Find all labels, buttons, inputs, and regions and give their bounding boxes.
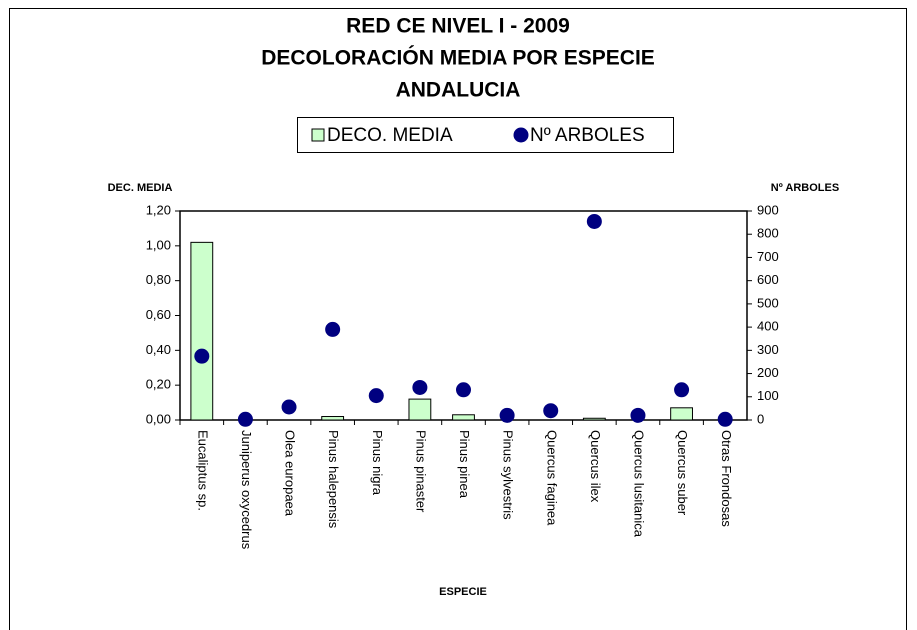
y-tick-label: 1,00 — [146, 237, 171, 252]
point — [281, 399, 297, 415]
x-tick-label: Quercus ilex — [588, 430, 603, 503]
x-tick-label: Pinus nigra — [370, 430, 385, 496]
x-tick-label: Pinus pinaster — [413, 430, 428, 513]
chart-title: ANDALUCIA — [396, 79, 521, 102]
x-tick-label: Quercus faginea — [544, 430, 559, 526]
x-tick-label: Otras Frondosas — [719, 430, 734, 527]
y2-tick-label: 700 — [757, 249, 779, 264]
x-tick-label: Quercus lusitanica — [632, 430, 647, 538]
point — [412, 379, 428, 395]
y-tick-label: 0,80 — [146, 272, 171, 287]
x-tick-label: Pinus halepensis — [326, 430, 341, 529]
bar — [190, 241, 214, 421]
x-tick-label: Olea europaea — [283, 430, 298, 517]
x-tick-label: Juniperus oxycedrus — [239, 430, 254, 550]
legend-label: Nº ARBOLES — [530, 125, 645, 146]
point — [674, 382, 690, 398]
x-axis-title: ESPECIE — [439, 586, 487, 598]
y2-tick-label: 800 — [757, 226, 779, 241]
legend-box — [297, 117, 674, 153]
x-tick-label: Quercus suber — [675, 430, 690, 516]
y-tick-label: 0,40 — [146, 342, 171, 357]
y-axis-title: DEC. MEDIA — [108, 182, 173, 194]
y2-tick-label: 100 — [757, 388, 779, 403]
bar — [321, 416, 345, 421]
y2-tick-label: 900 — [757, 202, 779, 217]
y2-tick-label: 400 — [757, 319, 779, 334]
y-tick-label: 1,20 — [146, 202, 171, 217]
y2-tick-label: 500 — [757, 295, 779, 310]
bar — [408, 398, 432, 421]
point — [325, 321, 341, 337]
bar — [670, 407, 693, 421]
point — [717, 411, 733, 427]
x-tick-label: Pinus pinea — [457, 430, 472, 499]
point — [499, 407, 515, 423]
y-tick-label: 0,20 — [146, 377, 171, 392]
point — [368, 388, 384, 404]
chart-frame — [9, 8, 907, 630]
x-tick-label: Pinus sylvestris — [501, 430, 516, 520]
legend-label: DECO. MEDIA — [327, 125, 453, 146]
point — [543, 403, 559, 419]
y2-tick-label: 0 — [757, 411, 764, 426]
legend-swatch — [311, 128, 325, 142]
x-tick-label: Eucaliptus sp. — [195, 430, 210, 511]
y-tick-label: 0,00 — [146, 411, 171, 426]
point — [630, 407, 646, 423]
bar — [452, 414, 475, 421]
point — [237, 411, 253, 427]
chart-title: RED CE NIVEL I - 2009 — [346, 15, 570, 38]
y2-tick-label: 300 — [757, 342, 779, 357]
y-tick-label: 0,60 — [146, 307, 171, 322]
point — [194, 348, 210, 364]
bar — [582, 417, 606, 421]
chart-title: DECOLORACIÓN MEDIA POR ESPECIE — [261, 46, 655, 70]
y2-tick-label: 600 — [757, 272, 779, 287]
point — [586, 213, 602, 229]
legend-swatch — [513, 127, 529, 143]
y2-axis-title: Nº ARBOLES — [771, 182, 839, 194]
point — [456, 382, 471, 398]
y2-tick-label: 200 — [757, 365, 779, 380]
